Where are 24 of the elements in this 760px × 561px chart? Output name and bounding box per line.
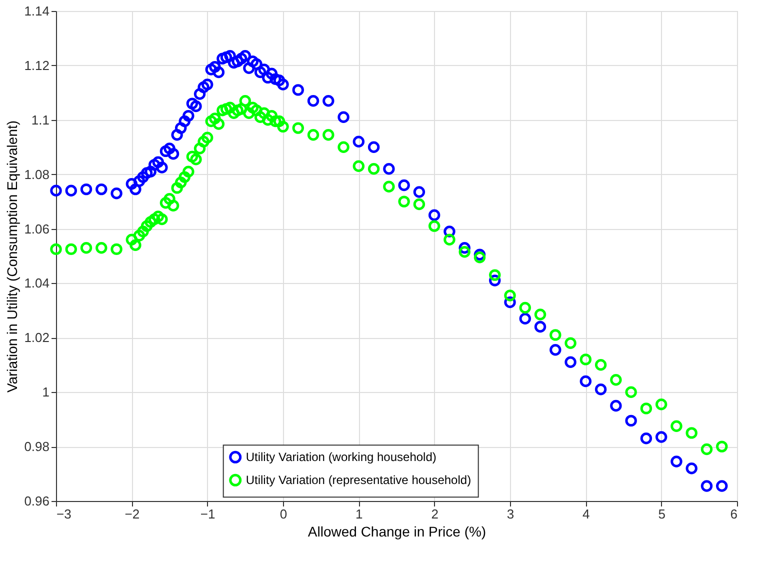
y-tick-label: 1.02	[24, 330, 50, 346]
y-tick-label: 1.1	[31, 112, 50, 128]
y-tick-label: 1	[42, 384, 50, 400]
legend-label: Utility Variation (working household)	[246, 450, 436, 464]
x-tick-label: 4	[582, 506, 590, 522]
x-tick-label: −2	[124, 506, 140, 522]
x-tick-label: −1	[200, 506, 216, 522]
y-tick-label: 1.06	[24, 221, 50, 236]
y-tick-label: 1.12	[24, 58, 50, 73]
y-axis-title: Variation in Utility (Consumption Equivalent)	[4, 120, 20, 393]
x-tick-label: 6	[730, 506, 738, 522]
x-tick-label: 3	[506, 506, 514, 522]
x-tick-label: 5	[658, 506, 666, 522]
y-tick-label: 0.96	[24, 494, 50, 508]
y-tick-label: 1.14	[24, 4, 50, 18]
y-tick-label: 1.04	[24, 276, 50, 291]
y-tick-label: 1.08	[24, 166, 50, 182]
x-tick-label: 1	[356, 506, 363, 522]
legend-label: Utility Variation (representative household)	[246, 473, 472, 488]
x-tick-label: 0	[280, 506, 288, 522]
x-axis-title: Allowed Change in Price (%)	[308, 524, 486, 540]
x-tick-label: 2	[431, 506, 438, 522]
x-tick-label: −3	[56, 506, 72, 522]
y-tick-label: 0.98	[24, 439, 50, 454]
